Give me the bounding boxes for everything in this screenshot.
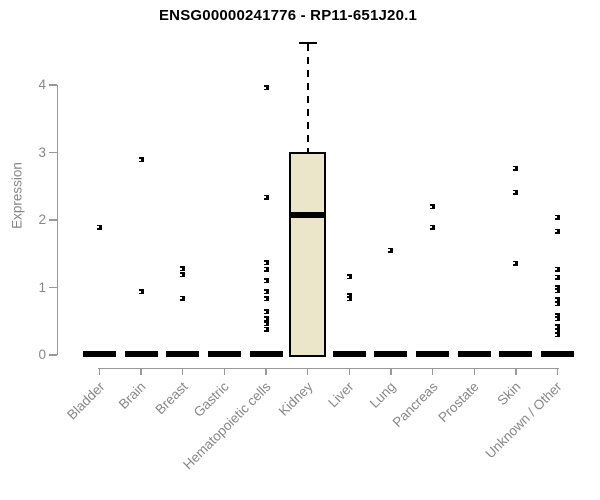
x-tick xyxy=(140,368,142,375)
x-axis-line xyxy=(98,368,559,370)
x-tick xyxy=(306,368,309,375)
outlier-point xyxy=(554,328,560,334)
outlier-point xyxy=(180,266,186,272)
outlier-point xyxy=(554,214,560,220)
outlier-point xyxy=(554,274,560,280)
x-tick xyxy=(98,368,101,375)
outlier-point xyxy=(97,224,102,230)
box-kidney xyxy=(289,151,327,357)
y-tick-label: 0 xyxy=(38,347,46,362)
median-bar xyxy=(374,351,408,357)
y-tick xyxy=(49,84,57,86)
outlier-point xyxy=(180,295,186,301)
y-tick-label: 2 xyxy=(38,212,46,227)
y-axis-line xyxy=(57,85,59,355)
outlier-point xyxy=(263,321,269,327)
outlier-point xyxy=(263,260,269,266)
outlier-point xyxy=(554,285,560,290)
median-bar xyxy=(499,351,533,357)
x-tick xyxy=(431,368,434,375)
median-bar xyxy=(540,351,574,357)
outlier-point xyxy=(263,266,269,272)
outlier-point xyxy=(554,301,560,307)
x-tick xyxy=(473,368,475,375)
outlier-point xyxy=(554,313,560,319)
y-tick xyxy=(49,151,57,154)
outlier-point xyxy=(554,332,560,338)
median-bar xyxy=(332,351,366,357)
y-tick xyxy=(49,286,57,289)
outlier-point xyxy=(263,326,269,332)
median-bar xyxy=(207,351,241,357)
outlier-point xyxy=(263,85,269,91)
x-tick xyxy=(556,368,559,375)
outlier-point xyxy=(513,189,519,195)
median-bar xyxy=(416,351,450,357)
median-bar xyxy=(83,351,116,357)
outlier-point xyxy=(388,247,394,253)
median-bar xyxy=(124,351,158,357)
median-bar xyxy=(166,351,200,357)
x-tick xyxy=(348,368,350,375)
y-tick xyxy=(49,219,57,221)
median-bar xyxy=(457,351,491,357)
outlier-point xyxy=(263,289,269,295)
x-tick xyxy=(265,368,267,375)
x-tick xyxy=(515,368,517,375)
outlier-point xyxy=(263,316,269,322)
outlier-point xyxy=(263,309,269,315)
outlier-point xyxy=(554,266,560,272)
outlier-point xyxy=(554,228,560,234)
outlier-point xyxy=(138,157,144,163)
outlier-point xyxy=(346,296,352,302)
outlier-point xyxy=(554,324,560,330)
outlier-point xyxy=(513,260,519,266)
y-tick-label: 3 xyxy=(38,144,46,160)
outlier-point xyxy=(346,293,352,299)
outlier-point xyxy=(263,296,269,302)
outlier-point xyxy=(430,224,436,230)
outlier-point xyxy=(180,272,186,278)
y-tick-label: 1 xyxy=(38,279,46,295)
outlier-point xyxy=(138,289,144,295)
whisker-line xyxy=(306,44,309,152)
x-tick xyxy=(223,368,226,375)
chart-title: ENSG00000241776 - RP11-651J20.1 xyxy=(158,7,418,24)
outlier-point xyxy=(554,297,560,303)
median-bar xyxy=(249,351,283,357)
outlier-point xyxy=(554,288,560,294)
outlier-point xyxy=(346,274,352,280)
whisker-cap xyxy=(298,42,317,45)
x-tick xyxy=(390,368,392,375)
y-tick-label: 4 xyxy=(38,77,46,92)
x-tick xyxy=(182,368,184,375)
outlier-point xyxy=(430,204,436,209)
y-tick xyxy=(49,354,57,356)
outlier-point xyxy=(263,194,269,200)
outlier-point xyxy=(513,165,519,171)
outlier-point xyxy=(263,278,269,284)
median-line xyxy=(289,211,327,218)
outlier-point xyxy=(554,316,560,322)
y-axis-label: Expression xyxy=(9,162,25,229)
